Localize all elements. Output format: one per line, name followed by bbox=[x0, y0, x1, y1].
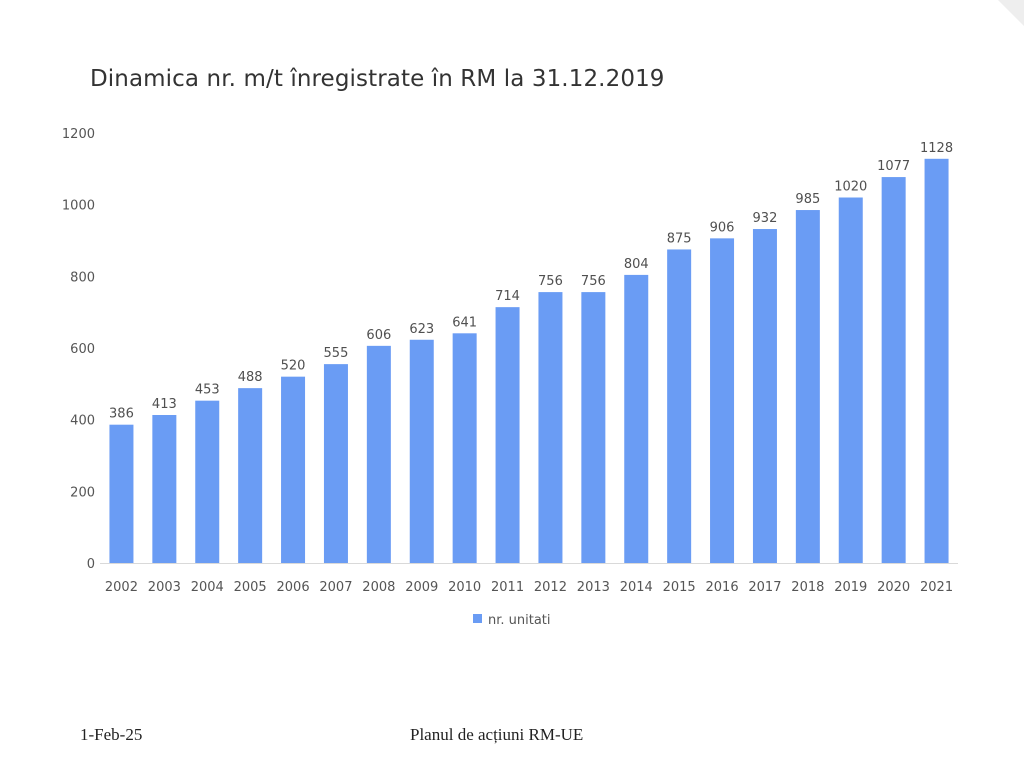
x-tick-label: 2002 bbox=[105, 580, 138, 595]
bar-2020 bbox=[881, 177, 906, 563]
data-label: 606 bbox=[366, 328, 391, 343]
bar-2007 bbox=[323, 364, 348, 563]
y-tick-label: 200 bbox=[70, 485, 95, 500]
data-label: 1077 bbox=[877, 159, 910, 174]
x-tick-label: 2003 bbox=[148, 580, 181, 595]
data-label: 756 bbox=[538, 274, 563, 289]
bar-2016 bbox=[710, 238, 735, 563]
data-label: 386 bbox=[109, 407, 134, 422]
chart-title: Dinamica nr. m/t înregistrate în RM la 3… bbox=[90, 66, 665, 92]
bar-2017 bbox=[752, 229, 777, 564]
x-axis: 2002 2003 2004 2005 2006 2007 2008 2009 2010 2011… bbox=[105, 580, 953, 595]
data-label: 932 bbox=[753, 211, 778, 226]
x-tick-label: 2021 bbox=[920, 580, 953, 595]
legend-label: nr. unitati bbox=[488, 613, 551, 628]
data-label: 875 bbox=[667, 231, 692, 246]
x-tick-label: 2018 bbox=[791, 580, 824, 595]
data-label: 488 bbox=[238, 370, 263, 385]
x-tick-label: 2006 bbox=[277, 580, 310, 595]
bar-2015 bbox=[667, 249, 692, 564]
data-label: 1020 bbox=[834, 180, 867, 195]
data-label: 453 bbox=[195, 383, 220, 398]
data-label: 1128 bbox=[920, 141, 953, 156]
x-tick-label: 2005 bbox=[234, 580, 267, 595]
x-tick-label: 2011 bbox=[491, 580, 524, 595]
data-label: 804 bbox=[624, 257, 649, 272]
x-tick-label: 2016 bbox=[706, 580, 739, 595]
bar-2014 bbox=[624, 274, 649, 563]
bar-2002 bbox=[109, 424, 134, 563]
y-tick-label: 0 bbox=[87, 557, 95, 572]
data-label: 906 bbox=[710, 220, 735, 235]
y-tick-label: 800 bbox=[70, 270, 95, 285]
x-tick-label: 2013 bbox=[577, 580, 610, 595]
y-tick-label: 1000 bbox=[62, 199, 95, 214]
y-tick-label: 600 bbox=[70, 342, 95, 357]
bars bbox=[109, 158, 949, 564]
bar-2018 bbox=[795, 210, 820, 563]
footer-date: 1-Feb-25 bbox=[80, 725, 143, 744]
legend-swatch bbox=[473, 614, 482, 623]
x-tick-label: 2010 bbox=[448, 580, 481, 595]
bar-2011 bbox=[495, 307, 520, 563]
data-labels: 386 413 453 488 520 555 606 623 641 714 756 756 804 8… bbox=[109, 141, 953, 422]
data-label: 985 bbox=[795, 192, 820, 207]
x-tick-label: 2019 bbox=[834, 580, 867, 595]
x-tick-label: 2008 bbox=[362, 580, 395, 595]
x-tick-label: 2017 bbox=[748, 580, 781, 595]
bar-2005 bbox=[238, 388, 263, 563]
data-label: 413 bbox=[152, 397, 177, 412]
bar-2004 bbox=[195, 400, 220, 563]
x-tick-label: 2020 bbox=[877, 580, 910, 595]
data-label: 555 bbox=[324, 346, 349, 361]
bar-2012 bbox=[538, 292, 563, 563]
data-label: 623 bbox=[409, 322, 434, 337]
data-label: 714 bbox=[495, 289, 520, 304]
x-tick-label: 2009 bbox=[405, 580, 438, 595]
bar-2008 bbox=[366, 345, 391, 563]
bar-2013 bbox=[581, 292, 606, 563]
x-tick-label: 2015 bbox=[663, 580, 696, 595]
bar-2009 bbox=[409, 339, 434, 563]
y-tick-label: 1200 bbox=[62, 127, 95, 142]
y-tick-label: 400 bbox=[70, 414, 95, 429]
data-label: 641 bbox=[452, 315, 477, 330]
legend: nr. unitati bbox=[473, 613, 551, 628]
bar-2021 bbox=[924, 158, 949, 564]
y-axis: 0 200 400 600 800 1000 1200 bbox=[62, 127, 958, 572]
x-tick-label: 2014 bbox=[620, 580, 653, 595]
x-tick-label: 2004 bbox=[191, 580, 224, 595]
data-label: 520 bbox=[281, 359, 306, 374]
bar-2003 bbox=[152, 415, 177, 563]
x-tick-label: 2007 bbox=[319, 580, 352, 595]
bar-2006 bbox=[281, 376, 306, 563]
bar-2010 bbox=[452, 333, 477, 563]
bar-2019 bbox=[838, 197, 863, 563]
x-tick-label: 2012 bbox=[534, 580, 567, 595]
data-label: 756 bbox=[581, 274, 606, 289]
page-fold-corner bbox=[998, 0, 1024, 26]
footer-center-text: Planul de acțiuni RM-UE bbox=[410, 725, 584, 744]
